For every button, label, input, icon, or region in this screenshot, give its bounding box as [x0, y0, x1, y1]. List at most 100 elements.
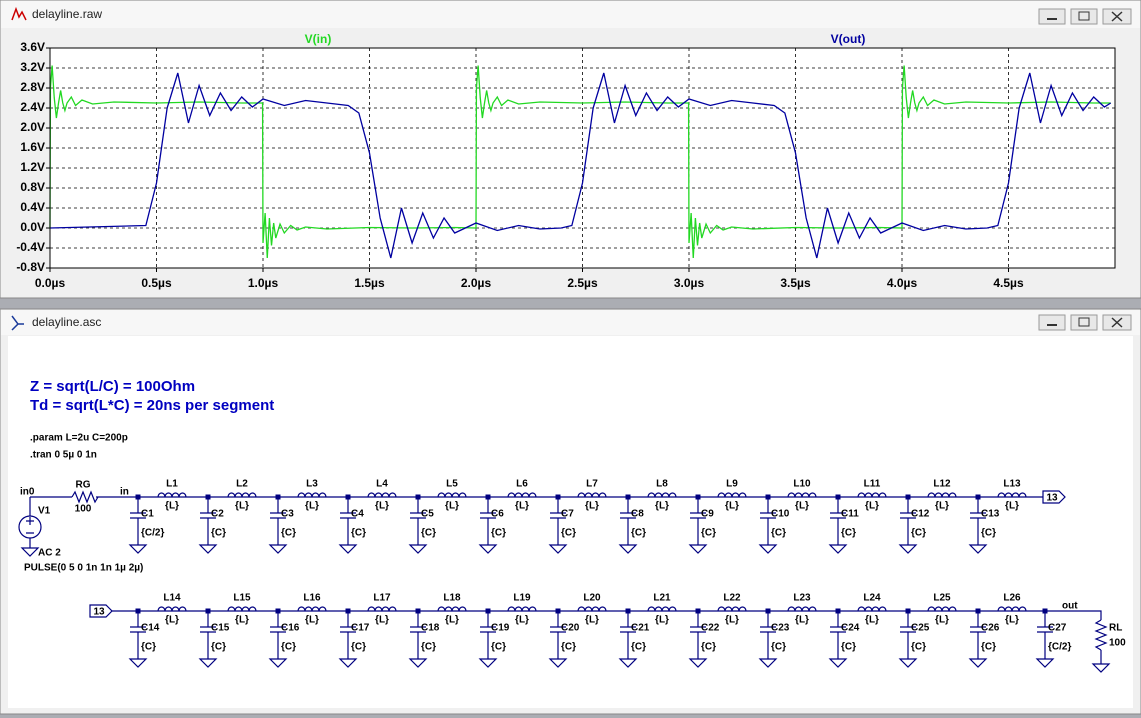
inductor — [577, 492, 607, 498]
inductor — [297, 606, 327, 612]
label: C23 — [771, 623, 790, 634]
minimize-button[interactable] — [1038, 314, 1066, 331]
label: {L} — [375, 501, 389, 512]
label: C4 — [351, 509, 364, 520]
inductor — [157, 606, 187, 612]
junction — [975, 608, 981, 614]
plot-frame — [49, 47, 1116, 269]
junction — [975, 494, 981, 500]
capacitor — [270, 497, 286, 543]
label: C9 — [701, 509, 714, 520]
label: L23 — [793, 593, 811, 604]
label: {C} — [351, 528, 366, 539]
label: {L} — [235, 501, 249, 512]
label: {C} — [701, 642, 716, 653]
label: C3 — [281, 509, 294, 520]
inductor — [787, 492, 817, 498]
label: L8 — [656, 479, 668, 490]
label: L12 — [933, 479, 951, 490]
label: {C} — [561, 642, 576, 653]
y-tick-label: 3.2V — [20, 60, 45, 74]
x-tick-label: 3.0µs — [674, 276, 705, 290]
restore-button[interactable] — [1070, 314, 1098, 331]
ground — [478, 543, 498, 554]
minimize-button[interactable] — [1038, 8, 1066, 25]
label: 13 — [1046, 493, 1058, 504]
inductor — [717, 492, 747, 498]
junction — [905, 494, 911, 500]
label: {L} — [795, 615, 809, 626]
label: {L} — [725, 501, 739, 512]
restore-glyph — [1078, 11, 1090, 21]
junction — [415, 494, 421, 500]
label: RG — [76, 480, 91, 491]
label: 100 — [75, 504, 92, 515]
inductor — [787, 606, 817, 612]
inductor — [927, 492, 957, 498]
close-glyph — [1111, 317, 1123, 328]
restore-button[interactable] — [1070, 8, 1098, 25]
label: L5 — [446, 479, 458, 490]
label: RL — [1109, 623, 1122, 634]
label: {C} — [841, 642, 856, 653]
label: {L} — [935, 615, 949, 626]
ground — [478, 657, 498, 668]
y-tick-label: 1.6V — [20, 140, 45, 154]
label: {L} — [585, 501, 599, 512]
capacitor — [830, 611, 846, 657]
label: C14 — [141, 623, 160, 634]
y-tick-label: 0.4V — [20, 200, 45, 214]
schematic-canvas — [8, 336, 1133, 708]
label: C6 — [491, 509, 504, 520]
ground — [408, 657, 428, 668]
label: L15 — [233, 593, 251, 604]
label: {C} — [211, 528, 226, 539]
label: AC 2 — [38, 548, 61, 559]
label: C22 — [701, 623, 720, 634]
label: C27 — [1048, 623, 1067, 634]
label: L9 — [726, 479, 738, 490]
label: {C} — [491, 642, 506, 653]
inductor — [297, 492, 327, 498]
capacitor — [340, 611, 356, 657]
ground — [968, 657, 988, 668]
inductor — [437, 492, 467, 498]
junction — [695, 494, 701, 500]
inductor — [227, 492, 257, 498]
label: {C} — [701, 528, 716, 539]
label: L21 — [653, 593, 671, 604]
junction — [835, 494, 841, 500]
label: L19 — [513, 593, 531, 604]
capacitor — [1037, 611, 1053, 657]
inductor — [577, 606, 607, 612]
inductor — [857, 492, 887, 498]
window-controls — [1038, 8, 1132, 25]
label: {L} — [655, 615, 669, 626]
ground — [618, 657, 638, 668]
capacitor — [200, 611, 216, 657]
x-tick-label: 4.5µs — [993, 276, 1024, 290]
ground — [828, 657, 848, 668]
label: L4 — [376, 479, 388, 490]
label: {L} — [865, 501, 879, 512]
label: {C} — [351, 642, 366, 653]
label: C11 — [841, 509, 859, 520]
label: C20 — [561, 623, 580, 634]
ground — [968, 543, 988, 554]
label: C2 — [211, 509, 224, 520]
ground — [128, 543, 148, 554]
ground — [408, 543, 428, 554]
series-line — [49, 65, 1111, 259]
label: {L} — [445, 615, 459, 626]
label: out — [1062, 601, 1078, 612]
resistor — [1094, 619, 1108, 651]
x-tick-label: 2.0µs — [461, 276, 492, 290]
junction — [135, 608, 141, 614]
label: L13 — [1003, 479, 1021, 490]
inductor — [647, 606, 677, 612]
label: {C} — [981, 528, 996, 539]
inductor — [507, 606, 537, 612]
junction — [555, 608, 561, 614]
label: L25 — [933, 593, 951, 604]
label: L7 — [586, 479, 598, 490]
